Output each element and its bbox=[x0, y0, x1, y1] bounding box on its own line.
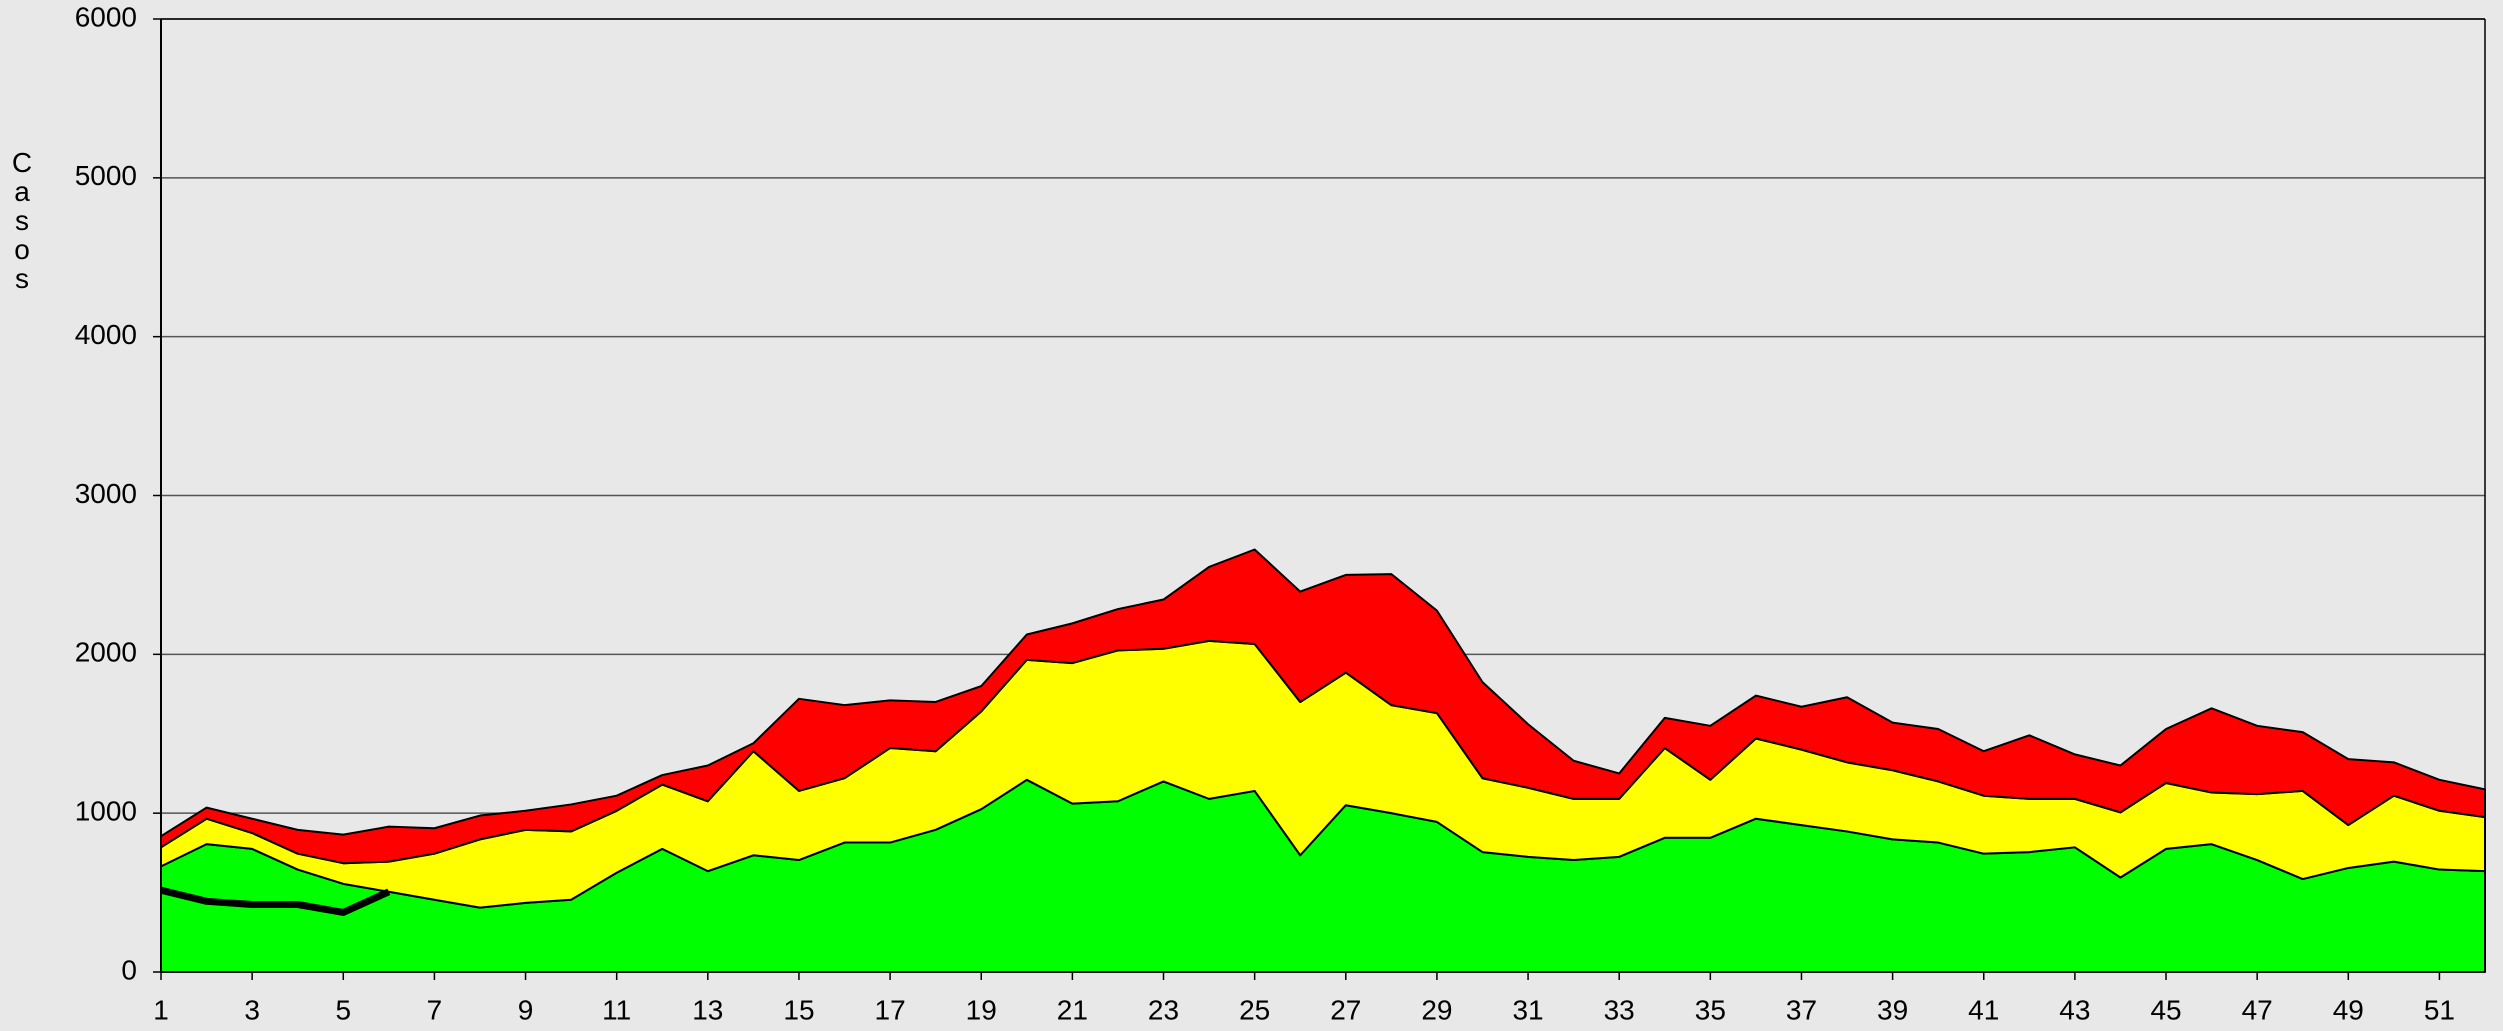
x-tick-label: 33 bbox=[1604, 994, 1635, 1025]
line bbox=[160, 886, 391, 916]
y-tick-label: 3000 bbox=[75, 478, 137, 509]
x-tick-label: 31 bbox=[1512, 994, 1543, 1025]
x-tick-label: 47 bbox=[2242, 994, 2273, 1025]
x-tick-label: 41 bbox=[1968, 994, 1999, 1025]
x-tick-label: 3 bbox=[244, 994, 260, 1025]
x-tick-label: 7 bbox=[427, 994, 443, 1025]
x-tick-label: 37 bbox=[1786, 994, 1817, 1025]
x-tick-label: 43 bbox=[2059, 994, 2090, 1025]
x-tick-label: 21 bbox=[1057, 994, 1088, 1025]
x-tick-label: 27 bbox=[1330, 994, 1361, 1025]
y-tick-label: 0 bbox=[121, 954, 137, 985]
y-tick-label: 1000 bbox=[75, 796, 137, 827]
x-tick-label: 49 bbox=[2333, 994, 2364, 1025]
y-tick-label: 4000 bbox=[75, 319, 137, 350]
y-tick-label: 2000 bbox=[75, 637, 137, 668]
x-tick-label: 17 bbox=[875, 994, 906, 1025]
x-tick-label: 39 bbox=[1877, 994, 1908, 1025]
x-tick-label: 51 bbox=[2424, 994, 2455, 1025]
y-tick-label: 5000 bbox=[75, 160, 137, 191]
x-tick-label: 19 bbox=[966, 994, 997, 1025]
x-tick-label: 13 bbox=[692, 994, 723, 1025]
x-tick-label: 45 bbox=[2150, 994, 2181, 1025]
x-tick-label: 15 bbox=[783, 994, 814, 1025]
x-tick-label: 9 bbox=[518, 994, 534, 1025]
y-tick-label: 6000 bbox=[75, 1, 137, 32]
x-tick-label: 5 bbox=[335, 994, 351, 1025]
x-tick-label: 1 bbox=[153, 994, 169, 1025]
x-tick-label: 23 bbox=[1148, 994, 1179, 1025]
x-tick-label: 25 bbox=[1239, 994, 1270, 1025]
x-tick-label: 29 bbox=[1421, 994, 1452, 1025]
x-tick-label: 35 bbox=[1695, 994, 1726, 1025]
x-tick-label: 11 bbox=[602, 994, 631, 1025]
